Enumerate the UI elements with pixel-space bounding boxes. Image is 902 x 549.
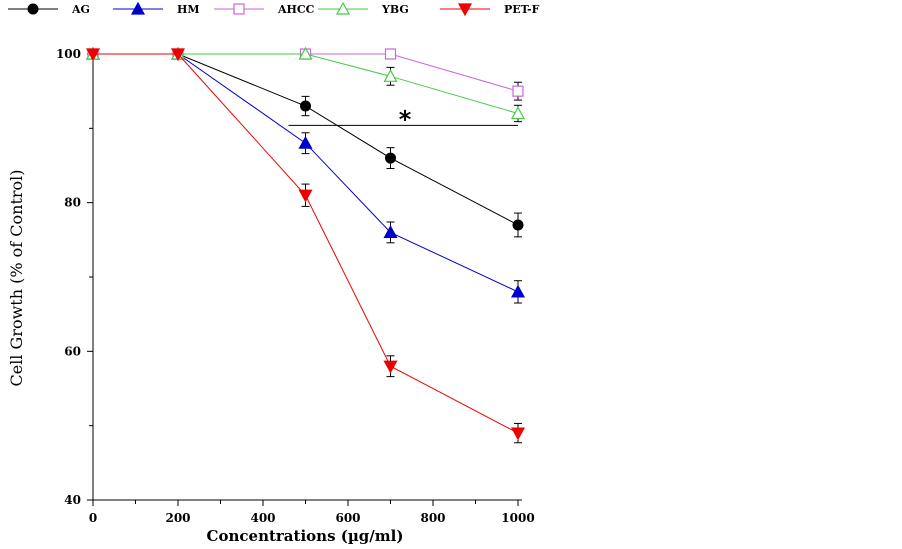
x-tick-label: 800: [420, 511, 445, 525]
x-axis-title: Concentrations (µg/ml): [207, 527, 404, 545]
x-tick-label: 1000: [501, 511, 534, 525]
y-tick-label: 40: [64, 493, 81, 507]
legend-item-ag: AG: [8, 3, 90, 16]
legend-item-ahcc: AHCC: [214, 3, 315, 16]
data-point: [510, 284, 526, 298]
legend-marker: [27, 3, 39, 15]
legend-marker: [233, 3, 245, 15]
legend: AG HM AHCC YBG PET-F: [8, 1, 540, 17]
annotation-layer: *: [288, 105, 518, 133]
x-tick-label: 400: [250, 511, 275, 525]
data-point: [383, 225, 398, 238]
legend-marker: [130, 1, 146, 15]
y-tick-label: 100: [56, 47, 81, 61]
x-tick-label: 0: [89, 511, 97, 525]
legend-item-ybg: YBG: [318, 1, 409, 16]
y-axis-title: Cell Growth (% of Control): [7, 169, 26, 386]
series-layer: [85, 46, 526, 444]
data-point: [300, 100, 311, 112]
significance-star: *: [399, 105, 412, 133]
legend-label: YBG: [381, 3, 409, 16]
data-point: [298, 189, 313, 203]
legend-label: HM: [177, 3, 200, 16]
data-point: [384, 48, 397, 60]
data-point: [512, 219, 524, 231]
data-point: [385, 152, 396, 164]
legend-label: AG: [71, 3, 90, 16]
y-tick-label: 60: [64, 344, 81, 358]
data-point: [512, 85, 524, 97]
data-point: [383, 69, 398, 82]
legend-label: AHCC: [277, 3, 315, 16]
axes: 0 200 400 600 800 1000 40 60 80 100: [56, 47, 535, 525]
data-point: [170, 48, 186, 62]
legend-item-pet-f: PET-F: [440, 3, 540, 17]
data-point: [383, 360, 398, 374]
x-tick-label: 600: [335, 511, 360, 525]
data-point: [85, 48, 101, 62]
data-point: [298, 135, 313, 149]
series-pet-f: [85, 48, 526, 444]
legend-label: PET-F: [504, 3, 540, 16]
y-tick-label: 80: [64, 196, 81, 210]
legend-marker: [457, 3, 473, 17]
legend-item-hm: HM: [113, 1, 200, 16]
data-point: [298, 46, 313, 60]
series-hm: [85, 46, 526, 304]
series-line: [93, 53, 519, 293]
data-point: [510, 427, 526, 441]
data-point: [510, 106, 526, 120]
legend-marker: [335, 1, 351, 15]
x-tick-label: 200: [165, 511, 190, 525]
